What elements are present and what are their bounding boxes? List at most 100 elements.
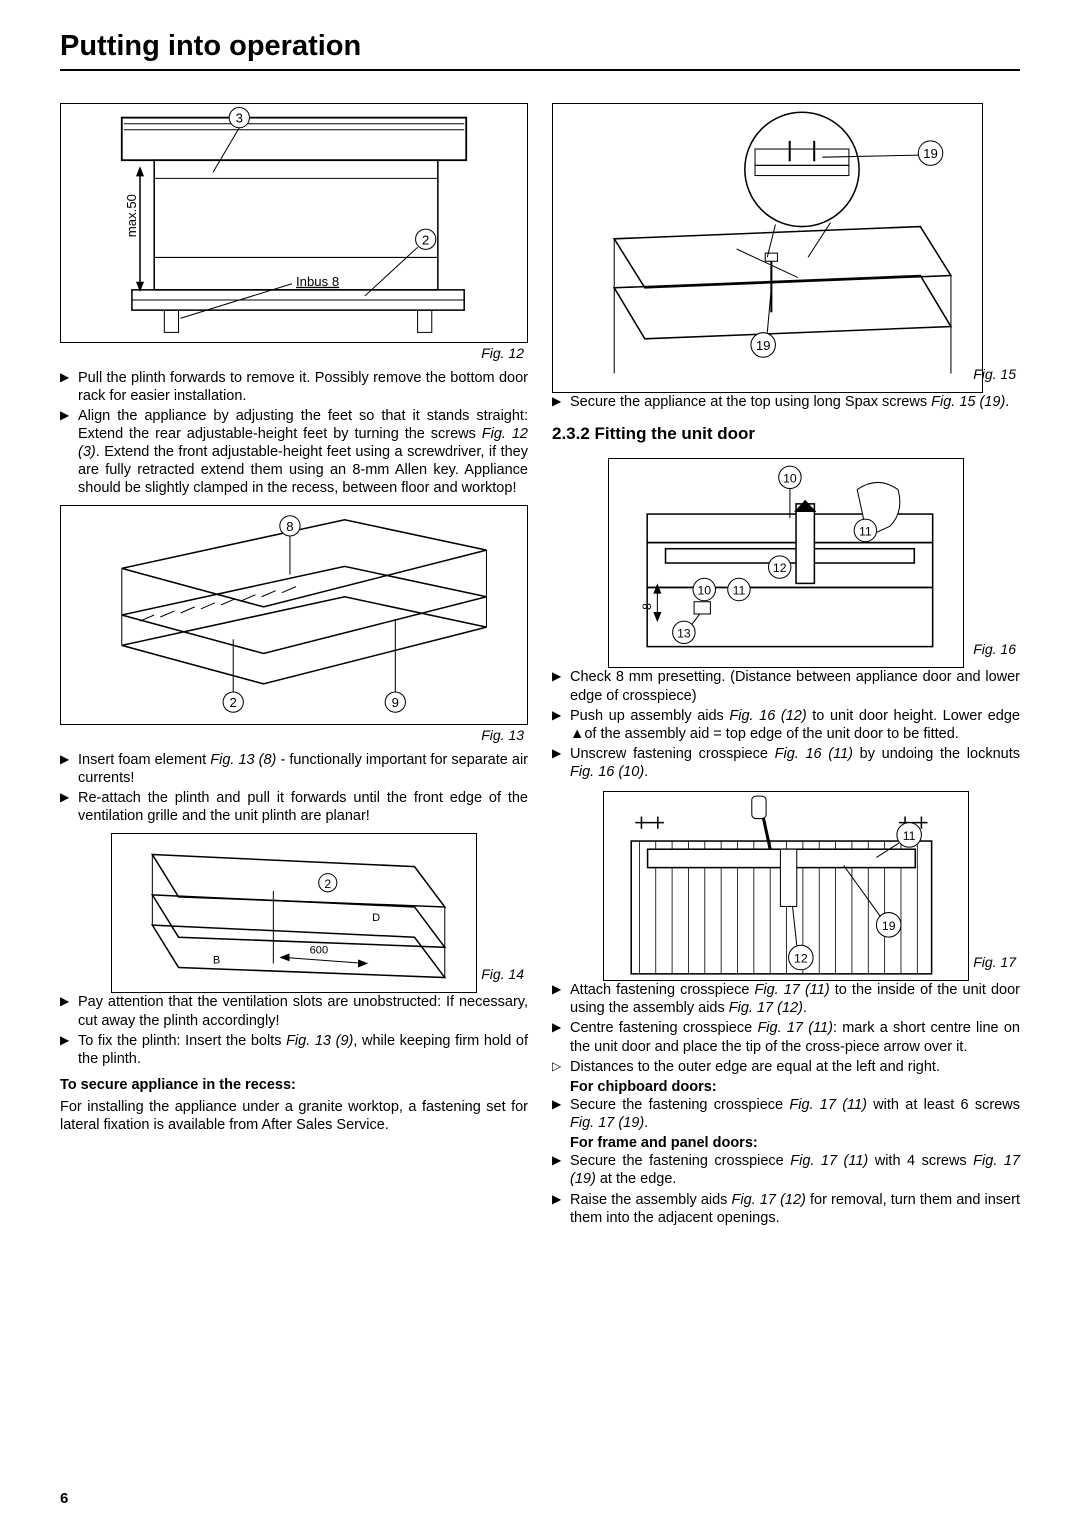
- fig17-svg: 11 19 12: [604, 792, 967, 980]
- svg-text:9: 9: [392, 696, 399, 711]
- bullet-frame: Secure the fastening crosspiece Fig. 17 …: [552, 1152, 1020, 1188]
- fig15-caption: Fig. 15: [973, 366, 1016, 384]
- t: Fig. 17 (11): [789, 1097, 867, 1113]
- t: .: [1005, 394, 1009, 410]
- chip-head: For chipboard doors:: [552, 1078, 1020, 1096]
- t: . Extend the front adjustable-height fee…: [78, 444, 528, 496]
- figure-15: 19 19: [552, 103, 983, 393]
- t: .: [644, 764, 648, 780]
- t: Fig. 17 (19): [570, 1115, 644, 1131]
- t: Unscrew fastening crosspiece: [570, 746, 775, 762]
- bullet-raise-aids: Raise the assembly aids Fig. 17 (12) for…: [552, 1191, 1020, 1227]
- fig13-caption: Fig. 13: [60, 727, 524, 745]
- t: Fig. 17 (11): [757, 1020, 833, 1036]
- bullet-attach-cross: Attach fastening crosspiece Fig. 17 (11)…: [552, 981, 1020, 1017]
- right-bullets-5: Secure the fastening crosspiece Fig. 17 …: [552, 1152, 1020, 1227]
- svg-text:2: 2: [422, 232, 429, 247]
- t: Fig. 16 (10): [570, 764, 644, 780]
- t: Fig. 17 (12): [729, 1000, 803, 1016]
- t: Attach fastening crosspiece: [570, 982, 755, 998]
- svg-text:19: 19: [882, 919, 896, 933]
- figure-16: 8 10 11 12 10 11 13: [608, 458, 964, 668]
- figure-14-wrap: 2 B D 600 Fig. 14: [60, 827, 528, 993]
- bullet-push-aids: Push up assembly aids Fig. 16 (12) to un…: [552, 707, 1020, 743]
- secure-head: To secure appliance in the recess:: [60, 1076, 528, 1094]
- right-column: 19 19: [552, 95, 1020, 1229]
- figure-16-wrap: 8 10 11 12 10 11 13: [552, 450, 1020, 668]
- svg-text:8: 8: [640, 603, 654, 610]
- fig16-caption: Fig. 16: [973, 641, 1016, 659]
- t: with 4 screws: [868, 1153, 973, 1169]
- left-bullets-2: Insert foam element Fig. 13 (8) - functi…: [60, 751, 528, 826]
- t: Fig. 16 (12): [729, 708, 806, 724]
- t: at the edge.: [596, 1171, 677, 1187]
- figure-17: 11 19 12: [603, 791, 968, 981]
- svg-text:12: 12: [795, 952, 809, 966]
- right-bullets-3: Attach fastening crosspiece Fig. 17 (11)…: [552, 981, 1020, 1076]
- bullet-chip: Secure the fastening crosspiece Fig. 17 …: [552, 1096, 1020, 1132]
- bullet-foam: Insert foam element Fig. 13 (8) - functi…: [60, 751, 528, 787]
- fig17-caption: Fig. 17: [973, 954, 1016, 972]
- svg-text:3: 3: [236, 111, 243, 126]
- fig13-svg: 8 2 9: [61, 506, 527, 724]
- subhead-232: 2.3.2 Fitting the unit door: [552, 423, 1020, 444]
- t: by undoing the locknuts: [853, 746, 1020, 762]
- svg-text:10: 10: [698, 584, 712, 598]
- t: Secure the fastening crosspiece: [570, 1153, 790, 1169]
- t: with at least 6 screws: [867, 1097, 1020, 1113]
- right-bullets-4: Secure the fastening crosspiece Fig. 17 …: [552, 1096, 1020, 1132]
- t: .: [644, 1115, 648, 1131]
- t: Fig. 17 (11): [755, 982, 830, 998]
- t: Fig. 15 (19): [931, 394, 1005, 410]
- t: Centre fastening crosspiece: [570, 1020, 757, 1036]
- svg-text:600: 600: [310, 945, 328, 957]
- t: Insert foam element: [78, 752, 210, 768]
- svg-text:2: 2: [230, 696, 237, 711]
- fig14-svg: 2 B D 600: [112, 834, 475, 992]
- svg-text:11: 11: [733, 584, 746, 598]
- t: To fix the plinth: Insert the bolts: [78, 1033, 286, 1049]
- bullet-align: Align the appliance by adjusting the fee…: [60, 407, 528, 498]
- left-column: max.50 3 2 Inbus 8 Fig. 12 Pull the plin…: [60, 95, 528, 1229]
- t: .: [803, 1000, 807, 1016]
- fig15-svg: 19 19: [553, 104, 982, 392]
- frame-head: For frame and panel doors:: [552, 1134, 1020, 1152]
- svg-text:19: 19: [923, 146, 938, 161]
- t: Secure the fastening crosspiece: [570, 1097, 789, 1113]
- svg-text:2: 2: [325, 877, 332, 891]
- svg-text:Inbus 8: Inbus 8: [296, 274, 339, 289]
- bullet-centre-cross: Centre fastening crosspiece Fig. 17 (11)…: [552, 1019, 1020, 1055]
- left-bullets-1: Pull the plinth forwards to remove it. P…: [60, 369, 528, 498]
- svg-text:11: 11: [859, 525, 872, 539]
- svg-text:12: 12: [773, 562, 787, 576]
- fig14-caption: Fig. 14: [481, 966, 524, 984]
- svg-text:B: B: [213, 955, 220, 967]
- fig12-svg: max.50 3 2 Inbus 8: [61, 104, 527, 342]
- right-bullets-1: Secure the appliance at the top using lo…: [552, 393, 1020, 411]
- t: Fig. 16 (11): [775, 746, 853, 762]
- bullet-unscrew: Unscrew fastening crosspiece Fig. 16 (11…: [552, 745, 1020, 781]
- t: Push up assembly aids: [570, 708, 729, 724]
- page-number: 6: [60, 1490, 68, 1507]
- svg-text:D: D: [373, 912, 381, 924]
- svg-text:19: 19: [756, 338, 771, 353]
- figure-17-wrap: 11 19 12 Fig. 17: [552, 783, 1020, 981]
- bullet-fix-plinth: To fix the plinth: Insert the bolts Fig.…: [60, 1032, 528, 1068]
- bullet-vent: Pay attention that the ventilation slots…: [60, 993, 528, 1029]
- t: Secure the appliance at the top using lo…: [570, 394, 931, 410]
- fig16-svg: 8 10 11 12 10 11 13: [609, 459, 963, 667]
- bullet-pull-plinth: Pull the plinth forwards to remove it. P…: [60, 369, 528, 405]
- bullet-check-8mm: Check 8 mm presetting. (Distance between…: [552, 668, 1020, 704]
- figure-15-wrap: 19 19: [552, 103, 1020, 393]
- t: Fig. 17 (12): [732, 1192, 806, 1208]
- right-bullets-2: Check 8 mm presetting. (Distance between…: [552, 668, 1020, 781]
- svg-text:8: 8: [286, 519, 293, 534]
- secure-body: For installing the appliance under a gra…: [60, 1098, 528, 1134]
- t: Align the appliance by adjusting the fee…: [78, 408, 528, 442]
- t: Fig. 13 (9): [286, 1033, 353, 1049]
- figure-12: max.50 3 2 Inbus 8: [60, 103, 528, 343]
- two-column-layout: max.50 3 2 Inbus 8 Fig. 12 Pull the plin…: [60, 95, 1020, 1229]
- svg-text:13: 13: [677, 627, 691, 641]
- fig12-caption: Fig. 12: [60, 345, 524, 363]
- figure-14: 2 B D 600: [111, 833, 476, 993]
